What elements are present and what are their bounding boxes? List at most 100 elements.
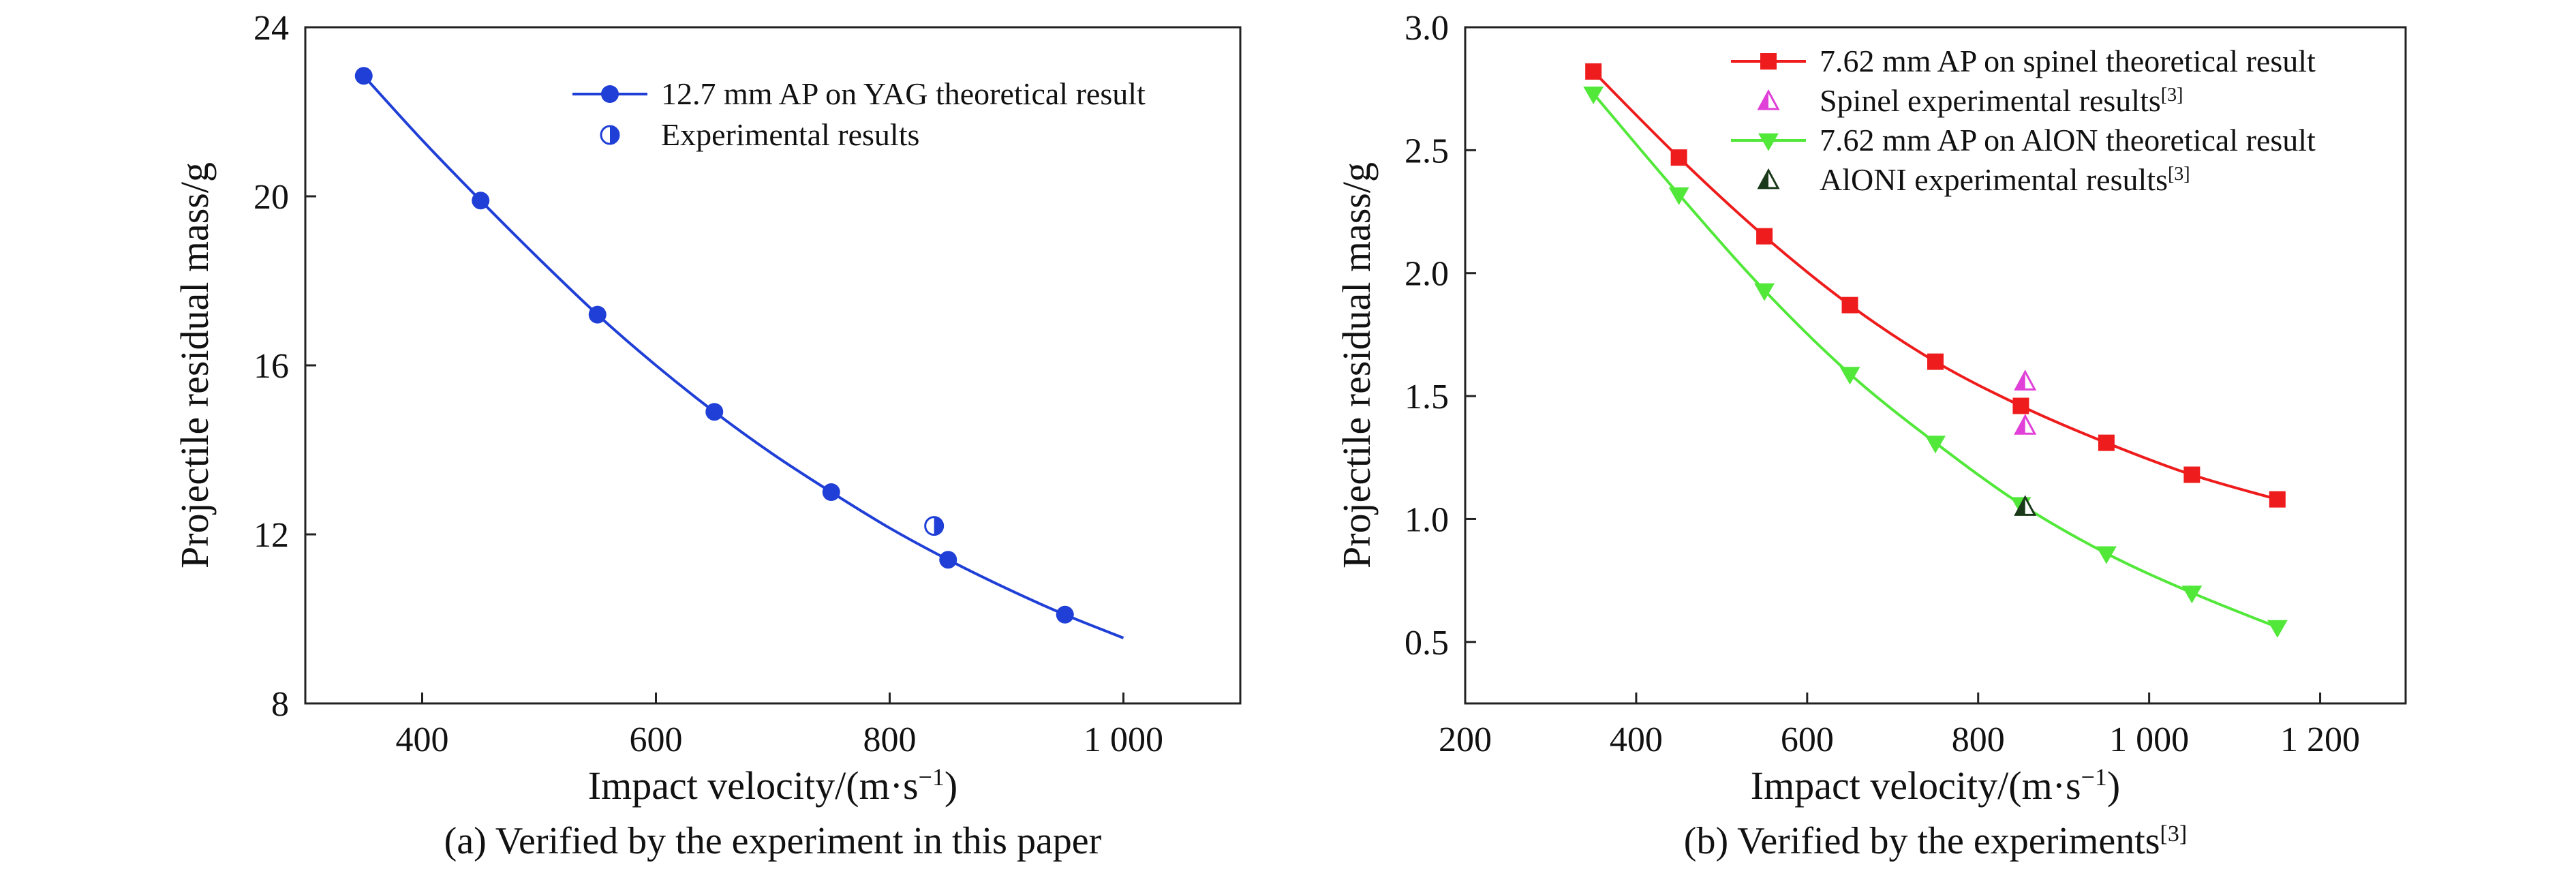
y-tick-label: 12 bbox=[254, 516, 289, 555]
x-tick-label: 600 bbox=[630, 720, 683, 759]
legend-label: 12.7 mm AP on YAG theoretical result bbox=[661, 76, 1146, 111]
legend-item: 7.62 mm AP on spinel theoretical result bbox=[1731, 44, 2316, 78]
data-point bbox=[1754, 283, 1775, 301]
legend-label-text: AlONI experimental results bbox=[1820, 162, 2168, 197]
x-tick-label: 800 bbox=[1952, 720, 2005, 759]
legend-label-text: Spinel experimental results bbox=[1820, 83, 2161, 118]
data-point bbox=[705, 403, 724, 421]
series-1 bbox=[2014, 369, 2037, 435]
data-point bbox=[1758, 133, 1779, 151]
series-line bbox=[1592, 93, 2278, 629]
data-point bbox=[601, 85, 619, 103]
data-point-fill bbox=[1759, 170, 1768, 188]
data-point-fill bbox=[610, 126, 619, 144]
data-point bbox=[2269, 491, 2286, 508]
data-point bbox=[1927, 353, 1944, 370]
legend-label: 7.62 mm AP on spinel theoretical result bbox=[1820, 44, 2316, 78]
data-point-fill bbox=[934, 517, 943, 535]
legend-label: Experimental results bbox=[661, 117, 919, 152]
data-point bbox=[472, 192, 490, 210]
x-axis-label-text: Impact velocity/(m·s bbox=[588, 763, 919, 808]
x-tick-label: 600 bbox=[1781, 720, 1834, 759]
series-2 bbox=[1583, 86, 2288, 638]
data-point bbox=[2096, 546, 2117, 564]
x-tick-label: 400 bbox=[1610, 720, 1663, 759]
legend-label: AlONI experimental results[3] bbox=[1820, 162, 2190, 197]
data-point bbox=[2267, 620, 2288, 638]
x-axis-label-close: ) bbox=[2107, 763, 2120, 808]
data-point bbox=[2012, 397, 2029, 414]
data-point-fill bbox=[2015, 416, 2025, 434]
data-point bbox=[1585, 63, 1602, 80]
series-1 bbox=[924, 516, 945, 536]
legend-label-text: 12.7 mm AP on YAG theoretical result bbox=[661, 76, 1146, 111]
chart-caption-text: (b) Verified by the experiments bbox=[1684, 820, 2160, 862]
data-point bbox=[1756, 228, 1773, 245]
legend: 7.62 mm AP on spinel theoretical result S… bbox=[1731, 44, 2316, 197]
legend: 12.7 mm AP on YAG theoretical result Expe… bbox=[572, 76, 1146, 152]
data-point-fill bbox=[2015, 371, 2025, 390]
y-tick-label: 0.5 bbox=[1405, 624, 1449, 663]
y-tick-label: 16 bbox=[254, 347, 289, 386]
legend-label: 7.62 mm AP on AlON theoretical result bbox=[1820, 123, 2316, 157]
y-tick-label: 1.0 bbox=[1405, 500, 1449, 539]
legend-item: 7.62 mm AP on AlON theoretical result bbox=[1731, 123, 2316, 157]
plot-frame bbox=[1464, 26, 2407, 705]
x-axis-label-exponent: −1 bbox=[919, 763, 945, 791]
x-tick-label: 800 bbox=[863, 720, 917, 759]
legend-item: Experimental results bbox=[600, 117, 919, 152]
series-0 bbox=[1585, 63, 2286, 508]
data-point bbox=[1839, 367, 1860, 385]
chart-caption-text: (a) Verified by the experiment in this p… bbox=[444, 820, 1102, 862]
y-tick-label: 3.0 bbox=[1405, 9, 1449, 48]
series-line bbox=[363, 74, 1124, 639]
y-tick-label: 20 bbox=[254, 178, 289, 217]
x-tick-label: 1 000 bbox=[1084, 720, 1163, 759]
series-0 bbox=[354, 67, 1124, 639]
data-point bbox=[939, 551, 957, 569]
legend-item: AlONI experimental results[3] bbox=[1757, 162, 2190, 197]
data-point bbox=[1668, 187, 1689, 205]
x-axis-label: Impact velocity/(m·s−1) bbox=[1751, 763, 2120, 808]
legend-label-ref: [3] bbox=[2168, 164, 2190, 185]
data-point bbox=[2183, 466, 2201, 483]
chart-caption-ref: [3] bbox=[2160, 821, 2188, 847]
legend-label-text: 7.62 mm AP on spinel theoretical result bbox=[1820, 44, 2316, 78]
data-point bbox=[2098, 434, 2115, 451]
legend-label: Spinel experimental results[3] bbox=[1820, 83, 2183, 118]
data-point bbox=[1056, 605, 1074, 624]
y-tick-label: 1.5 bbox=[1405, 378, 1449, 416]
legend-item: 12.7 mm AP on YAG theoretical result bbox=[572, 76, 1146, 111]
data-point bbox=[588, 305, 607, 324]
y-axis-label: Projectile residual mass/g bbox=[1334, 162, 1379, 568]
data-point-fill bbox=[1759, 91, 1768, 109]
data-point bbox=[354, 67, 373, 85]
data-point bbox=[1925, 436, 1946, 454]
x-tick-label: 1 000 bbox=[2109, 720, 2189, 759]
y-tick-label: 8 bbox=[271, 685, 289, 724]
data-point bbox=[822, 483, 840, 501]
x-tick-label: 400 bbox=[396, 720, 449, 759]
series-line bbox=[1592, 70, 2278, 501]
y-tick-label: 2.0 bbox=[1405, 255, 1449, 294]
x-axis-label: Impact velocity/(m·s−1) bbox=[588, 763, 957, 808]
x-tick-label: 200 bbox=[1439, 720, 1492, 759]
y-tick-label: 24 bbox=[254, 9, 289, 48]
x-tick-label: 1 200 bbox=[2280, 720, 2360, 759]
chart-panel-b: 200 400 600 800 1 000 1 200 0.5 1.0 1.5 2.0 2.5 3.0… bbox=[1334, 9, 2407, 862]
x-axis-label-exponent: −1 bbox=[2081, 763, 2107, 791]
data-point-fill bbox=[2015, 497, 2025, 515]
chart-caption: (a) Verified by the experiment in this p… bbox=[444, 820, 1102, 862]
y-tick-label: 2.5 bbox=[1405, 132, 1449, 170]
series-3 bbox=[2014, 495, 2037, 516]
data-point bbox=[1760, 53, 1777, 70]
legend-label-ref: [3] bbox=[2161, 85, 2183, 106]
legend-label-text: 7.62 mm AP on AlON theoretical result bbox=[1820, 123, 2316, 157]
x-axis-label-text: Impact velocity/(m·s bbox=[1751, 763, 2081, 808]
chart-panel-a: 400 600 800 1 000 8 12 16 20 24 Impact velocity/(… bbox=[172, 9, 1242, 862]
legend-item: Spinel experimental results[3] bbox=[1757, 83, 2183, 118]
data-point bbox=[2181, 586, 2203, 604]
chart-caption: (b) Verified by the experiments[3] bbox=[1684, 820, 2187, 862]
data-point bbox=[1583, 86, 1604, 104]
data-point bbox=[1841, 296, 1858, 314]
